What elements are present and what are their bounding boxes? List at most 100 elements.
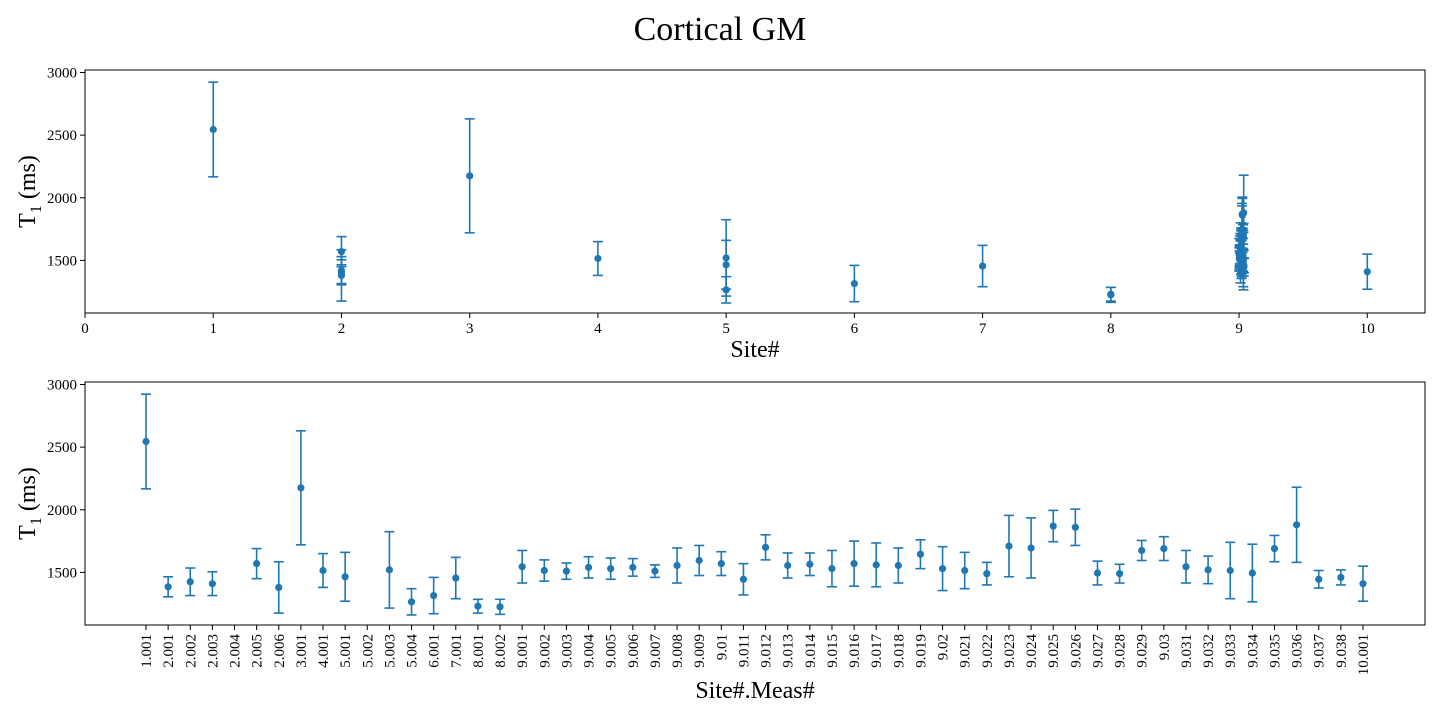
data-point — [1240, 261, 1248, 270]
x-tick-label: 4.001 — [316, 634, 332, 668]
data-point — [806, 560, 814, 568]
x-tick-label: 9.02 — [936, 634, 952, 660]
x-tick-label: 2.002 — [183, 634, 199, 668]
x-tick-label: 8 — [1107, 321, 1115, 337]
data-point — [938, 565, 947, 573]
data-point — [1315, 575, 1323, 583]
data-point — [208, 580, 216, 588]
y-axis-label-main: T — [15, 525, 41, 540]
x-tick-label: 2.004 — [228, 634, 244, 668]
y-tick-label: 1500 — [47, 565, 77, 581]
x-tick-label: 9.024 — [1024, 634, 1040, 668]
y-axis-label-sub: 1 — [28, 205, 45, 213]
y-tick-label: 3000 — [47, 66, 77, 82]
data-point — [761, 543, 770, 551]
x-tick-label: 9.002 — [537, 634, 553, 668]
x-tick-label: 7.001 — [449, 634, 465, 668]
data-point — [341, 573, 349, 581]
x-tick-label: 9.029 — [1135, 634, 1151, 668]
data-point — [629, 563, 637, 571]
x-tick-label: 9.038 — [1334, 634, 1350, 668]
data-point — [1270, 544, 1279, 553]
data-point — [979, 262, 987, 270]
data-point — [722, 254, 730, 262]
x-tick-label: 9.037 — [1312, 634, 1328, 668]
x-tick-label: 9.006 — [626, 634, 642, 668]
x-tick-label: 5.003 — [382, 634, 398, 668]
data-point — [385, 566, 393, 574]
data-point — [1204, 566, 1212, 574]
data-point — [1240, 209, 1248, 217]
data-point — [1363, 268, 1371, 276]
x-tick-label: 5 — [722, 321, 730, 337]
y-axis-label-sub: 1 — [28, 517, 45, 525]
data-point — [1226, 566, 1234, 575]
x-tick-label: 9.016 — [847, 634, 863, 668]
data-point — [540, 566, 548, 575]
data-point — [828, 565, 836, 573]
x-tick-label: 9.023 — [1002, 634, 1018, 668]
x-tick-label: 9.005 — [604, 634, 620, 668]
data-point — [1071, 523, 1079, 531]
chart-title: Cortical GM — [634, 11, 807, 48]
data-point — [739, 575, 748, 583]
x-tick-label: 2.005 — [250, 634, 266, 668]
x-tick-label: 9.013 — [781, 634, 797, 668]
data-point — [722, 286, 730, 294]
x-tick-label: 2 — [338, 321, 346, 337]
data-point — [1049, 522, 1057, 530]
x-tick-label: 9.004 — [582, 634, 598, 668]
x-tick-label: 9.031 — [1179, 634, 1195, 668]
x-tick-label: 9.001 — [515, 634, 531, 668]
x-tick-label: 9.027 — [1090, 634, 1106, 668]
x-tick-label: 3 — [466, 321, 474, 337]
data-point — [142, 437, 150, 446]
x-tick-label: 9.008 — [670, 634, 686, 668]
x-tick-label: 4 — [594, 321, 602, 337]
data-point — [1293, 521, 1301, 529]
data-point — [562, 567, 571, 575]
data-point — [784, 561, 792, 570]
plot-frame — [84, 69, 1426, 314]
data-point — [466, 172, 474, 180]
y-tick-label: 2000 — [47, 191, 77, 207]
data-point — [407, 598, 416, 606]
x-tick-label: 6.001 — [427, 634, 443, 668]
data-point — [1337, 573, 1345, 582]
x-tick-label: 9.007 — [648, 634, 664, 668]
y-axis-label-rest: (ms) — [15, 467, 41, 517]
x-tick-label: 5.002 — [360, 634, 376, 668]
x-tick-label: 5.004 — [405, 634, 421, 668]
data-point — [983, 570, 991, 578]
x-tick-label: 9.03 — [1157, 634, 1173, 660]
x-tick-label: 9.012 — [759, 634, 775, 668]
x-tick-label: 9.019 — [913, 634, 929, 668]
data-point — [872, 561, 880, 569]
y-tick-label: 2500 — [47, 440, 77, 456]
data-point — [496, 603, 504, 611]
x-tick-label: 9 — [1235, 321, 1243, 337]
y-tick-label: 2000 — [47, 503, 77, 519]
data-point — [452, 574, 460, 582]
data-point — [717, 560, 725, 568]
x-tick-label: 8.002 — [493, 634, 509, 668]
y-axis-label-rest: (ms) — [15, 155, 41, 205]
x-tick-label: 9.009 — [692, 634, 708, 668]
x-tick-label: 9.035 — [1267, 634, 1283, 668]
x-tick-label: 1.001 — [139, 634, 155, 668]
x-tick-label: 9.034 — [1245, 634, 1261, 668]
x-tick-label: 9.026 — [1068, 634, 1084, 668]
data-point — [1116, 570, 1124, 578]
x-tick-label: 9.015 — [825, 634, 841, 668]
x-tick-label: 9.017 — [869, 634, 885, 668]
data-point — [651, 567, 659, 575]
data-point — [1107, 291, 1115, 299]
data-point — [164, 583, 172, 591]
data-point — [850, 279, 858, 288]
x-tick-label: 9.011 — [736, 634, 752, 667]
x-tick-label: 9.032 — [1201, 634, 1217, 668]
x-tick-label: 10.001 — [1356, 634, 1372, 675]
data-point — [319, 566, 327, 575]
